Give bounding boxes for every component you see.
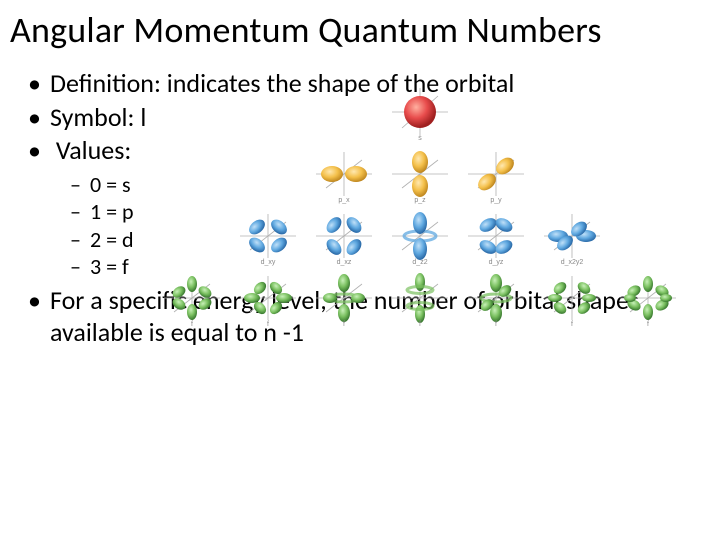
orbital-row-p: p_x p_z (150, 146, 690, 204)
orbital-px: p_x (308, 146, 380, 204)
orbital-pz: p_z (384, 146, 456, 204)
orbital-dxz-label: d_xz (337, 259, 352, 266)
orbital-f3-label: f (419, 321, 421, 328)
orbital-pz-label: p_z (414, 197, 426, 204)
orbital-f5: f (536, 270, 608, 328)
orbital-f2: f (308, 270, 380, 328)
slide: Angular Momentum Quantum Numbers Definit… (0, 0, 720, 540)
orbital-f6-label: f (647, 321, 649, 328)
orbital-dxz: d_xz (308, 208, 380, 266)
orbital-f3: f (384, 270, 456, 328)
orbital-dz2: d_z2 (384, 208, 456, 266)
orbital-px-label: p_x (338, 197, 350, 204)
orbital-py-label: p_y (490, 197, 502, 204)
orbital-dxy: d_xy (232, 208, 304, 266)
page-title: Angular Momentum Quantum Numbers (10, 12, 710, 50)
orbital-dx2y2-label: d_x2y2 (561, 259, 584, 266)
orbital-f5-label: f (571, 321, 573, 328)
orbital-row-s: s (150, 84, 690, 142)
orbital-py: p_y (460, 146, 532, 204)
orbital-s: s (384, 84, 456, 142)
bullet-values-label: Values: (56, 134, 131, 166)
orbital-f0: f (156, 270, 228, 328)
orbital-f4: f (460, 270, 532, 328)
orbital-row-f: f f (150, 270, 690, 328)
orbital-diagram: s (150, 80, 690, 340)
orbital-f4-label: f (495, 321, 497, 328)
orbital-row-d: d_xy d_xz (150, 208, 690, 266)
orbital-s-label: s (418, 135, 422, 142)
orbital-f1-label: f (267, 321, 269, 328)
orbital-dxy-label: d_xy (261, 259, 276, 266)
orbital-dz2-label: d_z2 (412, 259, 427, 266)
orbital-dyz-label: d_yz (489, 259, 504, 266)
orbital-f6: f (612, 270, 684, 328)
orbital-dx2y2: d_x2y2 (536, 208, 608, 266)
orbital-f0-label: f (191, 321, 193, 328)
orbital-dyz: d_yz (460, 208, 532, 266)
orbital-f2-label: f (343, 321, 345, 328)
orbital-f1: f (232, 270, 304, 328)
